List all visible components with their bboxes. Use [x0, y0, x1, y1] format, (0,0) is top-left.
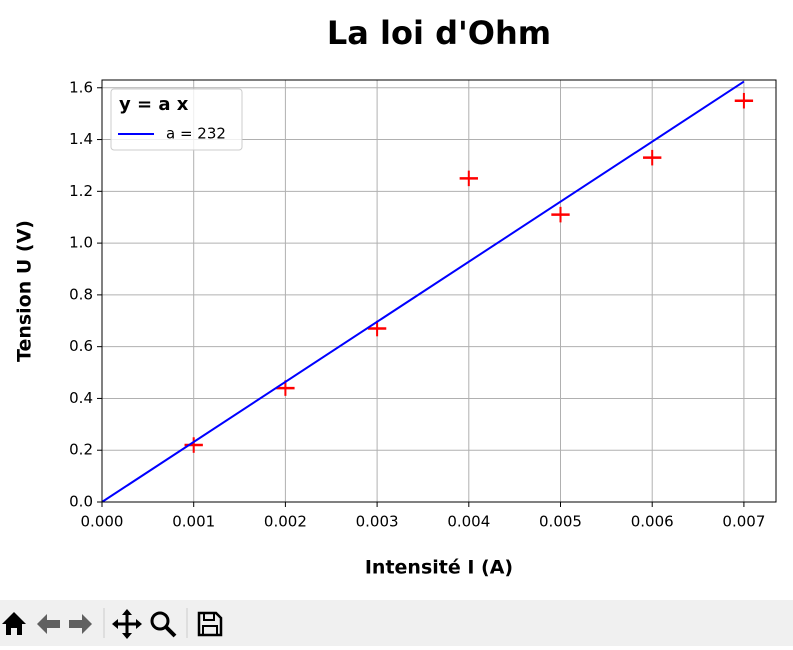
- x-tick-label: 0.005: [539, 513, 582, 531]
- y-tick-label: 0.8: [69, 285, 93, 303]
- y-tick-label: 1.4: [69, 130, 93, 148]
- y-tick-label: 0.6: [69, 337, 93, 355]
- legend: y = a x a = 232: [110, 88, 243, 151]
- forward-button[interactable]: [69, 614, 92, 634]
- home-button[interactable]: [2, 612, 26, 635]
- legend-label: a = 232: [166, 125, 226, 143]
- toolbar: [0, 600, 793, 646]
- x-tick-label: 0.006: [631, 513, 674, 531]
- y-axis-label: Tension U (V): [14, 220, 36, 362]
- chart-title: La loi d'Ohm: [327, 14, 551, 52]
- x-tick-label: 0.001: [172, 513, 215, 531]
- fit-line: [102, 80, 745, 502]
- plot-area: 0.000 0.001 0.002 0.003 0.004 0.005 0.006 0.007…: [69, 78, 777, 531]
- x-tick-label: 0.000: [81, 513, 124, 531]
- y-tick-label: 1.0: [69, 234, 93, 252]
- y-tick-label: 1.6: [69, 78, 93, 96]
- x-tick-label: 0.007: [722, 513, 765, 531]
- y-tick-label: 0.2: [69, 441, 93, 459]
- back-button[interactable]: [37, 614, 60, 634]
- x-axis-label: Intensité I (A): [365, 557, 513, 579]
- x-tick-label: 0.002: [264, 513, 307, 531]
- zoom-button[interactable]: [150, 611, 177, 638]
- pan-button[interactable]: [112, 609, 142, 639]
- x-tick-label: 0.004: [447, 513, 490, 531]
- save-button[interactable]: [197, 611, 223, 637]
- plot-frame: [101, 79, 777, 503]
- y-tick-label: 1.2: [69, 182, 93, 200]
- x-tick-label: 0.003: [356, 513, 399, 531]
- y-tick-label: 0.4: [69, 389, 93, 407]
- y-tick-label: 0.0: [69, 493, 93, 511]
- legend-title: y = a x: [119, 94, 189, 115]
